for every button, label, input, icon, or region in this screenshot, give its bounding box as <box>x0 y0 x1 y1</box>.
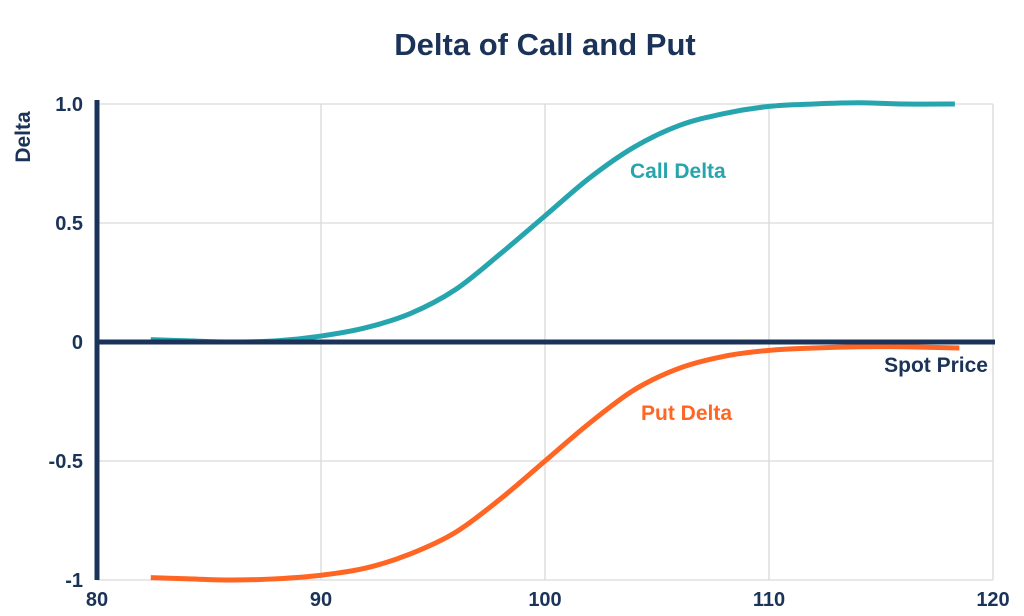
y-tick-label: 0 <box>72 332 83 354</box>
x-axis-label: Spot Price <box>884 354 988 377</box>
y-tick-label: -0.5 <box>49 451 83 473</box>
x-tick-label: 80 <box>86 589 108 611</box>
chart-title: Delta of Call and Put <box>394 27 695 62</box>
y-tick-label: 1.0 <box>55 94 83 116</box>
tick-labels: 80 90 100 110 120 -1 -0.5 0 0.5 1.0 <box>49 94 1010 611</box>
y-axis-label: Delta <box>12 111 35 163</box>
series-label-put: Put Delta <box>641 402 732 425</box>
series-line-put <box>150 344 960 583</box>
series-label-call: Call Delta <box>630 160 726 183</box>
x-tick-label: 110 <box>753 589 785 611</box>
y-tick-label: 0.5 <box>55 213 83 235</box>
x-tick-label: 100 <box>528 589 561 611</box>
y-tick-label: -1 <box>65 570 83 592</box>
x-tick-label: 120 <box>976 589 1009 611</box>
x-tick-label: 90 <box>310 589 332 611</box>
